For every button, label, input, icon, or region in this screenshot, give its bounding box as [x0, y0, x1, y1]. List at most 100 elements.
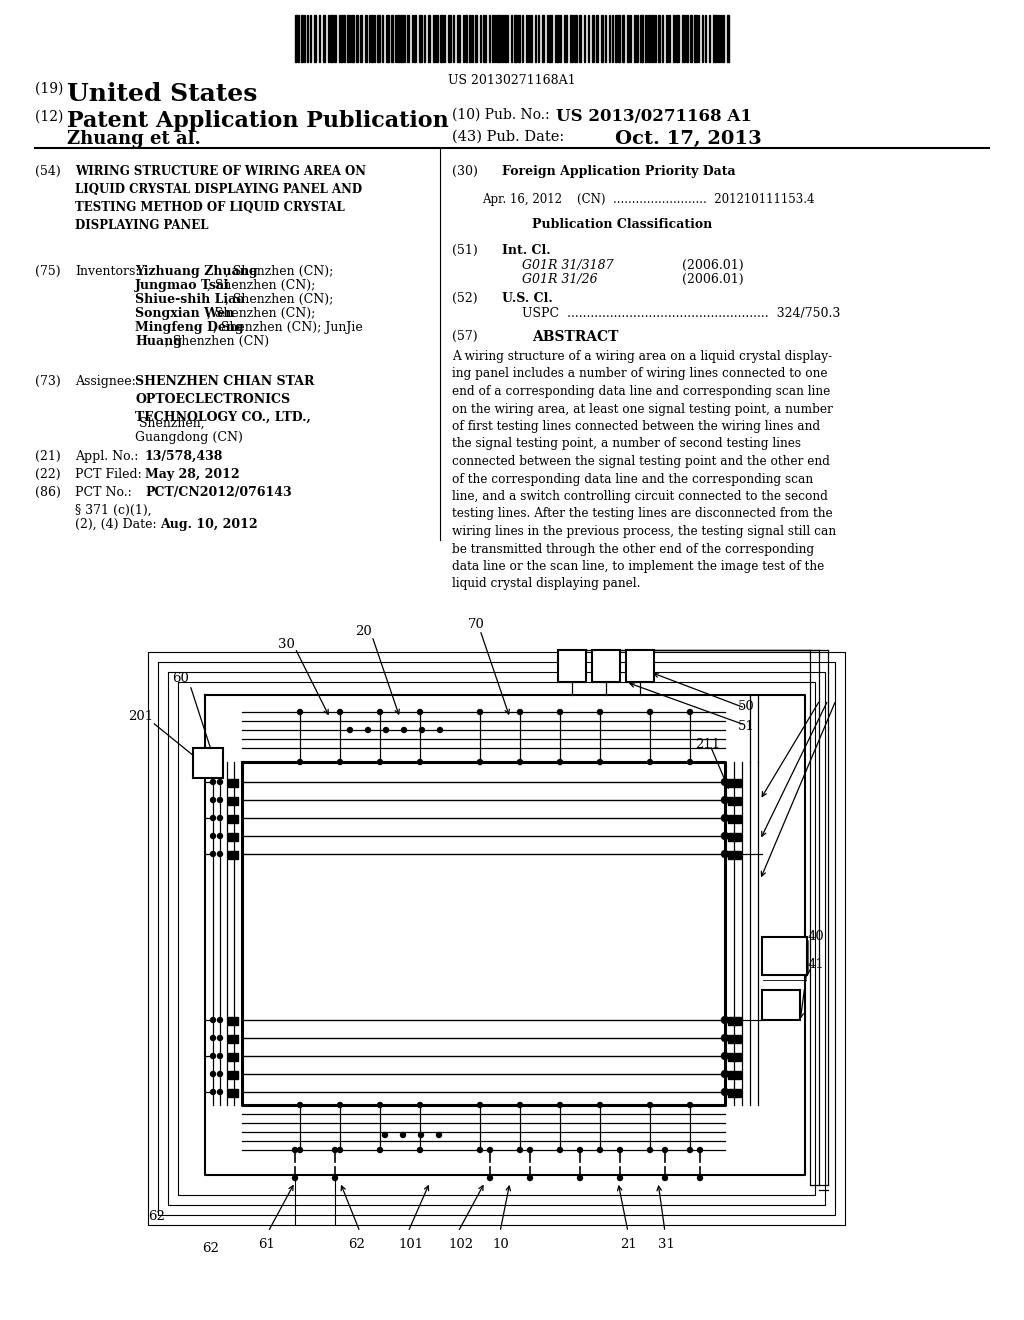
Bar	[377, 15, 380, 62]
Bar	[640, 15, 643, 62]
Bar	[501, 15, 503, 62]
Circle shape	[217, 851, 222, 857]
Bar	[618, 15, 620, 62]
Circle shape	[597, 759, 602, 764]
Text: (19): (19)	[35, 82, 68, 96]
Circle shape	[217, 1072, 222, 1077]
Circle shape	[384, 727, 388, 733]
Bar	[428, 15, 430, 62]
Text: (30): (30)	[452, 165, 478, 178]
Text: (86): (86)	[35, 486, 60, 499]
Bar	[228, 814, 238, 822]
Bar	[440, 15, 443, 62]
Text: , Shenzhen (CN);: , Shenzhen (CN);	[225, 293, 334, 306]
Circle shape	[477, 1102, 482, 1107]
Bar	[351, 15, 354, 62]
Text: Patent Application Publication: Patent Application Publication	[67, 110, 449, 132]
Text: PCT Filed:: PCT Filed:	[75, 469, 141, 480]
Text: 101: 101	[398, 1238, 423, 1251]
Bar	[228, 1053, 238, 1061]
Text: PCT/CN2012/076143: PCT/CN2012/076143	[145, 486, 292, 499]
Bar	[596, 15, 598, 62]
Circle shape	[211, 816, 215, 821]
Circle shape	[217, 780, 222, 784]
Circle shape	[418, 1102, 423, 1107]
Bar	[728, 779, 741, 787]
Bar	[504, 15, 506, 62]
Bar	[465, 15, 467, 62]
Text: (54): (54)	[35, 165, 60, 178]
Text: (2006.01): (2006.01)	[682, 259, 743, 272]
Bar	[295, 15, 297, 62]
Circle shape	[211, 1089, 215, 1094]
Bar	[433, 15, 435, 62]
Bar	[407, 15, 409, 62]
Text: (73): (73)	[35, 375, 60, 388]
Text: 13/578,438: 13/578,438	[145, 450, 223, 463]
Bar	[228, 833, 238, 841]
Circle shape	[217, 1089, 222, 1094]
Text: Shenzhen,: Shenzhen,	[135, 417, 205, 430]
Bar	[391, 15, 393, 62]
Text: Publication Classification: Publication Classification	[532, 218, 713, 231]
Circle shape	[527, 1147, 532, 1152]
Circle shape	[338, 1147, 342, 1152]
Text: 62: 62	[202, 1242, 219, 1255]
Text: 51: 51	[738, 719, 755, 733]
Bar	[414, 15, 416, 62]
Circle shape	[517, 1147, 522, 1152]
Bar	[559, 15, 561, 62]
Text: Appl. No.:: Appl. No.:	[75, 450, 138, 463]
Text: 41: 41	[808, 958, 824, 972]
Text: 62: 62	[148, 1210, 165, 1224]
Circle shape	[647, 759, 652, 764]
Bar	[469, 15, 471, 62]
Circle shape	[697, 1147, 702, 1152]
Text: 70: 70	[468, 618, 485, 631]
Text: Shiue-shih Liao: Shiue-shih Liao	[135, 293, 245, 306]
Text: , Shenzhen (CN);: , Shenzhen (CN);	[207, 308, 315, 319]
Text: § 371 (c)(1),: § 371 (c)(1),	[75, 504, 152, 517]
Bar	[762, 937, 807, 975]
Circle shape	[617, 1176, 623, 1180]
Circle shape	[578, 1176, 583, 1180]
Text: Foreign Application Priority Data: Foreign Application Priority Data	[502, 165, 735, 178]
Bar	[564, 15, 567, 62]
Text: , Shenzhen (CN);: , Shenzhen (CN);	[225, 265, 334, 279]
Circle shape	[293, 1147, 298, 1152]
Circle shape	[378, 759, 383, 764]
Circle shape	[333, 1176, 338, 1180]
Bar	[682, 15, 685, 62]
Text: (51): (51)	[452, 244, 478, 257]
Circle shape	[722, 1089, 728, 1096]
Bar	[228, 1016, 238, 1026]
Bar	[193, 748, 223, 777]
Bar	[654, 15, 656, 62]
Bar	[334, 15, 336, 62]
Text: 62: 62	[348, 1238, 365, 1251]
Circle shape	[211, 851, 215, 857]
Text: (43) Pub. Date:: (43) Pub. Date:	[452, 129, 564, 144]
Bar	[449, 15, 451, 62]
Text: Jungmao Tsai: Jungmao Tsai	[135, 279, 229, 292]
Bar	[475, 15, 477, 62]
Circle shape	[211, 1072, 215, 1077]
Bar	[728, 1016, 741, 1026]
Circle shape	[578, 1147, 583, 1152]
Circle shape	[298, 1147, 302, 1152]
Circle shape	[383, 1133, 387, 1138]
Text: (21): (21)	[35, 450, 60, 463]
Bar	[728, 814, 741, 822]
Bar	[570, 15, 573, 62]
Circle shape	[517, 710, 522, 714]
Bar	[690, 15, 692, 62]
Circle shape	[378, 1147, 383, 1152]
Bar	[555, 15, 558, 62]
Text: Yizhuang Zhuang: Yizhuang Zhuang	[135, 265, 258, 279]
Bar	[228, 1089, 238, 1097]
Circle shape	[217, 816, 222, 821]
Circle shape	[687, 710, 692, 714]
Circle shape	[617, 1147, 623, 1152]
Circle shape	[401, 727, 407, 733]
Circle shape	[298, 710, 302, 714]
